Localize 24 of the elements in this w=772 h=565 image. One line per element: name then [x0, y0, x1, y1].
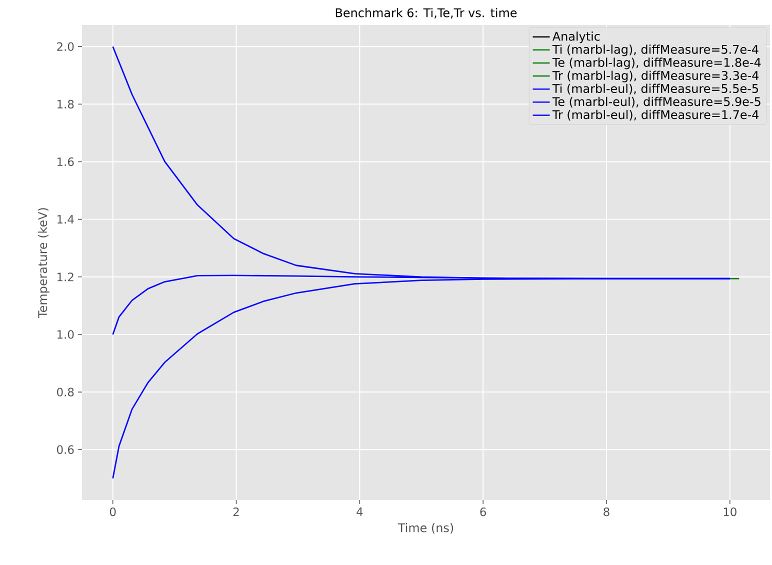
chart-title: Benchmark 6: Ti,Te,Tr vs. time — [336, 8, 517, 18]
y-tick-label: 1.0 — [58, 330, 74, 339]
legend-label: Te (marbl-eul), diffMeasure=5.9e-5 — [552, 96, 760, 108]
y-tick-label: 0.8 — [57, 388, 74, 396]
legend-label: Tr (marbl-eul), diffMeasure=1.7e-4 — [552, 110, 759, 121]
legend-label: Ti (marbl-eul), diffMeasure=5.5e-5 — [552, 84, 758, 94]
x-tick-label: 8 — [604, 508, 610, 516]
x-tick-label: 6 — [480, 508, 486, 516]
x-axis-title: Time (ns) — [398, 523, 454, 534]
legend-label: Te (marbl-lag), diffMeasure=1.8e-4 — [552, 58, 761, 70]
y-tick-label: 2.0 — [57, 42, 74, 51]
y-tick-label: 1.8 — [58, 100, 74, 108]
y-axis-title: Temperature (keV) — [38, 208, 50, 318]
y-tick-label: 1.6 — [58, 157, 74, 166]
x-tick-label: 4 — [356, 508, 363, 516]
legend-label: Tr (marbl-lag), diffMeasure=3.3e-4 — [552, 70, 759, 82]
x-tick-label: 10 — [724, 508, 736, 516]
y-tick-label: 1.4 — [58, 215, 74, 224]
x-tick-label: 2 — [233, 508, 239, 516]
legend-label: Analytic — [552, 32, 600, 44]
y-tick-label: 1.2 — [58, 272, 74, 282]
x-tick-label: 0 — [110, 508, 116, 516]
legend-label: Ti (marbl-lag), diffMeasure=5.7e-4 — [552, 44, 758, 56]
y-tick-label: 0.6 — [57, 445, 74, 454]
